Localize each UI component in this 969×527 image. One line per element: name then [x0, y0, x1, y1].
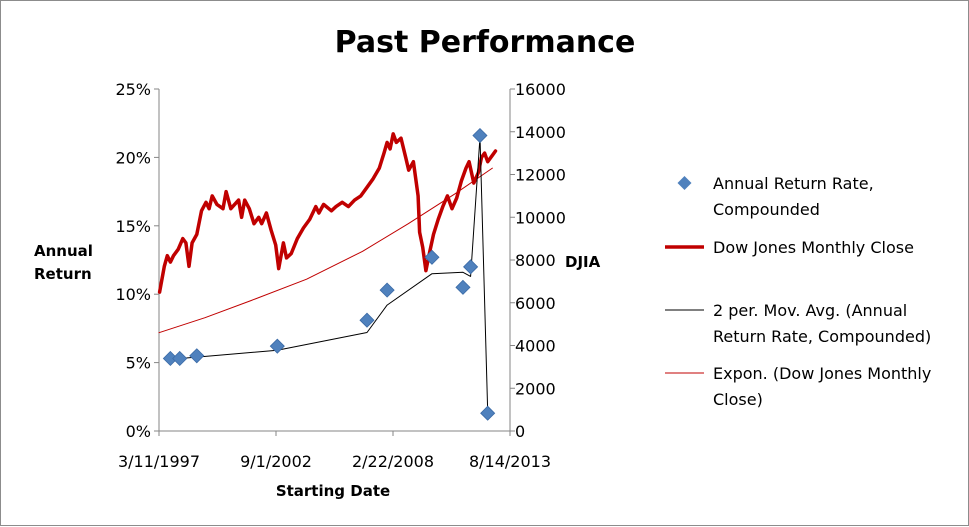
y-right-axis-title: DJIA [565, 253, 601, 271]
y-left-axis-title-line-1: Annual [34, 242, 93, 260]
chart-title: Past Performance [335, 25, 636, 60]
y-right-tick-label: 16000 [515, 80, 566, 99]
djia-monthly-close-line [157, 132, 498, 294]
y-right-tick-label: 0 [515, 422, 525, 441]
annual-return-point [480, 405, 496, 421]
annual-return-point [269, 338, 285, 354]
y-left-tick-label: 25% [115, 80, 151, 99]
y-right-tick-label: 6000 [515, 294, 556, 313]
legend-label-djia: Dow Jones Monthly Close [713, 238, 914, 257]
legend-label-movavg: 2 per. Mov. Avg. (Annual [713, 301, 907, 320]
y-left-tick-label: 0% [126, 422, 151, 441]
annual-return-point [463, 259, 479, 275]
x-tick-label: 8/14/2013 [469, 452, 551, 471]
x-tick-label: 2/22/2008 [352, 452, 434, 471]
y-left-tick-label: 20% [115, 148, 151, 167]
legend-label-expon: Expon. (Dow Jones Monthly [713, 364, 931, 383]
exponential-trendline [158, 167, 493, 334]
legend-label-scatter: Annual Return Rate, [713, 174, 874, 193]
y-left-tick-label: 10% [115, 285, 151, 304]
x-tick-label: 3/11/1997 [118, 452, 200, 471]
moving-average-line [179, 136, 489, 413]
annual-return-point [424, 249, 440, 265]
legend-swatch-annual-return [677, 176, 692, 190]
annual-return-point [172, 350, 188, 367]
y-right-tick-label: 4000 [515, 337, 556, 356]
annual-return-point [189, 348, 205, 364]
legend-label-expon: Close) [713, 390, 763, 409]
y-right-tick-label: 8000 [515, 251, 556, 270]
y-right-tick-label: 12000 [515, 166, 566, 185]
annual-return-point [379, 282, 395, 298]
y-right-tick-label: 14000 [515, 123, 566, 142]
annual-return-point [472, 127, 488, 144]
y-right-tick-label: 10000 [515, 208, 566, 227]
x-tick-label: 9/1/2002 [240, 452, 312, 471]
x-axis-title: Starting Date [276, 482, 390, 500]
annual-return-point [455, 279, 471, 295]
y-left-tick-label: 5% [126, 354, 151, 373]
annual-return-point [359, 312, 375, 328]
y-left-axis-title-line-2: Return [34, 265, 92, 283]
legend-label-scatter: Compounded [713, 200, 820, 219]
legend-label-movavg: Return Rate, Compounded) [713, 327, 931, 346]
y-right-tick-label: 2000 [515, 379, 556, 398]
y-left-tick-label: 15% [115, 217, 151, 236]
